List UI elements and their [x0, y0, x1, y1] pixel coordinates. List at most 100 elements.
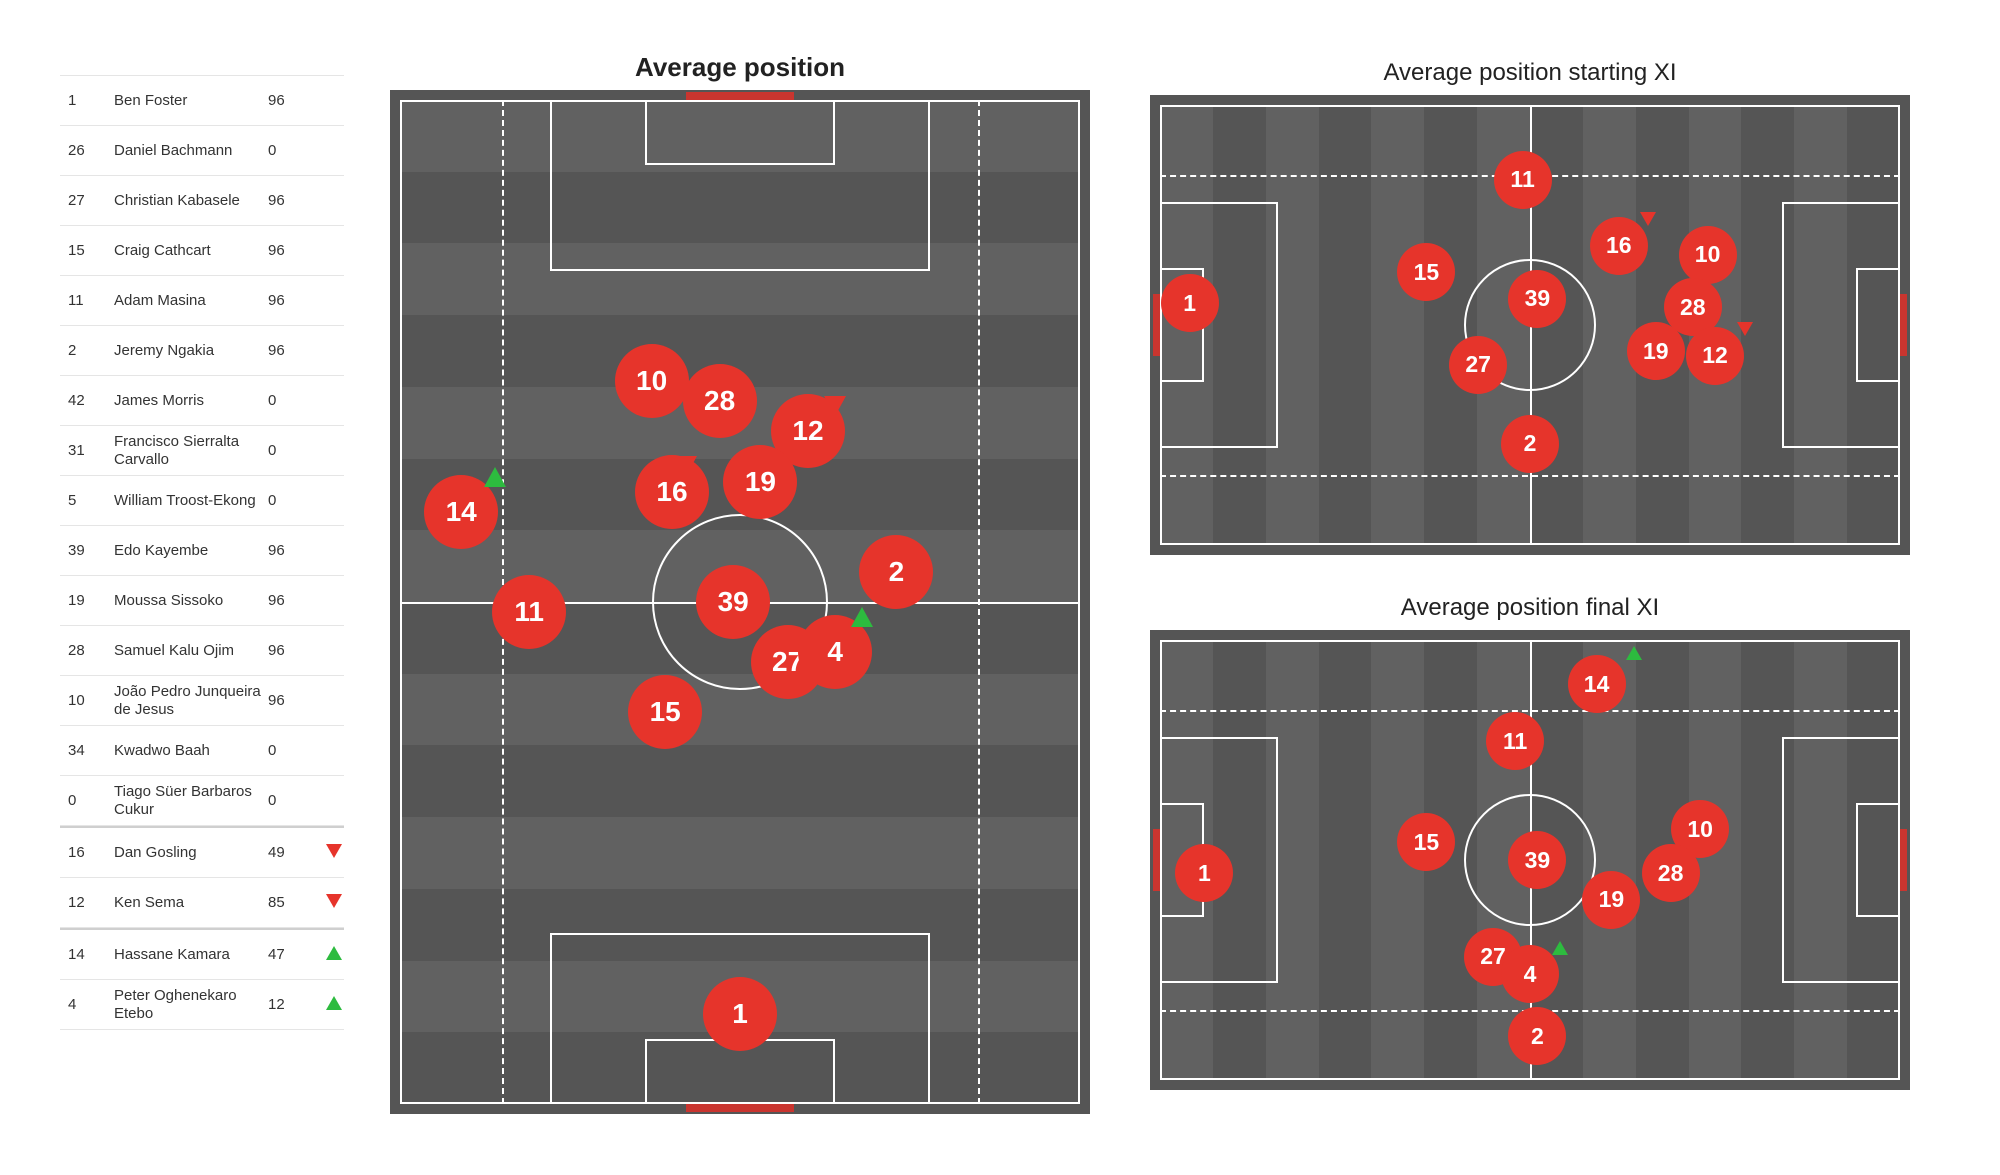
- player-name: Daniel Bachmann: [114, 142, 268, 159]
- player-minutes: 0: [268, 742, 324, 759]
- player-marker: 10: [1679, 226, 1737, 284]
- table-row: 15Craig Cathcart96: [60, 226, 344, 276]
- player-number: 14: [60, 946, 114, 963]
- player-minutes: 96: [268, 342, 324, 359]
- player-minutes: 0: [268, 442, 324, 459]
- player-marker: 11: [1486, 712, 1544, 770]
- player-marker: 2: [1501, 415, 1559, 473]
- player-number: 26: [60, 142, 114, 159]
- player-number: 16: [60, 844, 114, 861]
- player-minutes: 96: [268, 192, 324, 209]
- player-marker: 39: [696, 565, 770, 639]
- player-marker: 19: [1627, 322, 1685, 380]
- player-marker: 10: [615, 344, 689, 418]
- player-marker: 1: [703, 977, 777, 1051]
- table-row: 27Christian Kabasele96: [60, 176, 344, 226]
- player-marker: 12: [1686, 327, 1744, 385]
- table-row: 39Edo Kayembe96: [60, 526, 344, 576]
- player-number: 1: [60, 92, 114, 109]
- player-number: 5: [60, 492, 114, 509]
- player-name: Tiago Süer Barbaros Cukur: [114, 783, 268, 818]
- sub-off-icon: [1640, 212, 1656, 226]
- main-pitch-title: Average position: [390, 52, 1090, 83]
- player-minutes: 96: [268, 92, 324, 109]
- mini-bot-pitch: 1411151039281192742: [1150, 630, 1910, 1090]
- player-name: João Pedro Junqueira de Jesus: [114, 683, 268, 718]
- player-number: 10: [60, 692, 114, 709]
- sub-arrow: [324, 894, 344, 912]
- player-marker: 28: [1642, 844, 1700, 902]
- player-number: 12: [60, 894, 114, 911]
- player-marker: 2: [1508, 1007, 1566, 1065]
- table-row: 34Kwadwo Baah0: [60, 726, 344, 776]
- player-marker: 11: [492, 575, 566, 649]
- sub-on-icon: [484, 467, 506, 487]
- player-minutes: 96: [268, 292, 324, 309]
- player-minutes: 47: [268, 946, 324, 963]
- sub-on-icon: [851, 607, 873, 627]
- player-number: 42: [60, 392, 114, 409]
- table-row: 5William Troost-Ekong0: [60, 476, 344, 526]
- player-minutes: 0: [268, 392, 324, 409]
- player-marker: 27: [1449, 336, 1507, 394]
- player-name: Moussa Sissoko: [114, 592, 268, 609]
- sub-off-icon: [824, 396, 846, 416]
- table-row: 31Francisco Sierralta Carvallo0: [60, 426, 344, 476]
- player-number: 31: [60, 442, 114, 459]
- sub-arrow: [324, 996, 344, 1014]
- player-name: Craig Cathcart: [114, 242, 268, 259]
- player-number: 19: [60, 592, 114, 609]
- player-marker: 19: [1582, 871, 1640, 929]
- player-name: James Morris: [114, 392, 268, 409]
- player-minutes: 96: [268, 542, 324, 559]
- player-minutes: 49: [268, 844, 324, 861]
- player-number: 4: [60, 996, 114, 1013]
- player-minutes: 96: [268, 592, 324, 609]
- table-row: 26Daniel Bachmann0: [60, 126, 344, 176]
- table-row: 28Samuel Kalu Ojim96: [60, 626, 344, 676]
- player-number: 2: [60, 342, 114, 359]
- player-number: 39: [60, 542, 114, 559]
- player-marker: 14: [1568, 655, 1626, 713]
- player-name: Francisco Sierralta Carvallo: [114, 433, 268, 468]
- player-marker: 11: [1494, 151, 1552, 209]
- player-minutes: 12: [268, 996, 324, 1013]
- table-row: 2Jeremy Ngakia96: [60, 326, 344, 376]
- player-minutes: 96: [268, 242, 324, 259]
- player-minutes: 96: [268, 642, 324, 659]
- sub-arrow: [324, 946, 344, 964]
- sub-on-icon: [1552, 941, 1568, 955]
- table-row: 4Peter Oghenekaro Etebo12: [60, 980, 344, 1030]
- player-name: Peter Oghenekaro Etebo: [114, 987, 268, 1022]
- sub-off-icon: [675, 456, 697, 476]
- table-row: 1Ben Foster96: [60, 76, 344, 126]
- player-minutes: 96: [268, 692, 324, 709]
- player-name: Jeremy Ngakia: [114, 342, 268, 359]
- player-minutes: 0: [268, 492, 324, 509]
- mini-top-title: Average position starting XI: [1150, 59, 1910, 87]
- player-name: Adam Masina: [114, 292, 268, 309]
- main-pitch: 10281216191423911274151: [390, 90, 1090, 1114]
- player-minutes: 85: [268, 894, 324, 911]
- table-row: 14Hassane Kamara47: [60, 928, 344, 980]
- table-row: 10João Pedro Junqueira de Jesus96: [60, 676, 344, 726]
- player-number: 28: [60, 642, 114, 659]
- player-marker: 39: [1508, 270, 1566, 328]
- sub-arrow: [324, 844, 344, 862]
- figure-root: 1Ben Foster9626Daniel Bachmann027Christi…: [0, 0, 2000, 1175]
- player-number: 11: [60, 292, 114, 309]
- player-marker: 16: [1590, 217, 1648, 275]
- player-marker: 15: [628, 675, 702, 749]
- player-minutes: 0: [268, 142, 324, 159]
- player-marker: 15: [1397, 813, 1455, 871]
- player-minutes: 0: [268, 792, 324, 809]
- player-name: Edo Kayembe: [114, 542, 268, 559]
- player-name: Christian Kabasele: [114, 192, 268, 209]
- player-name: Ben Foster: [114, 92, 268, 109]
- player-number: 15: [60, 242, 114, 259]
- player-number: 34: [60, 742, 114, 759]
- player-number: 27: [60, 192, 114, 209]
- player-name: Samuel Kalu Ojim: [114, 642, 268, 659]
- mini-bot-title: Average position final XI: [1150, 594, 1910, 622]
- player-name: Hassane Kamara: [114, 946, 268, 963]
